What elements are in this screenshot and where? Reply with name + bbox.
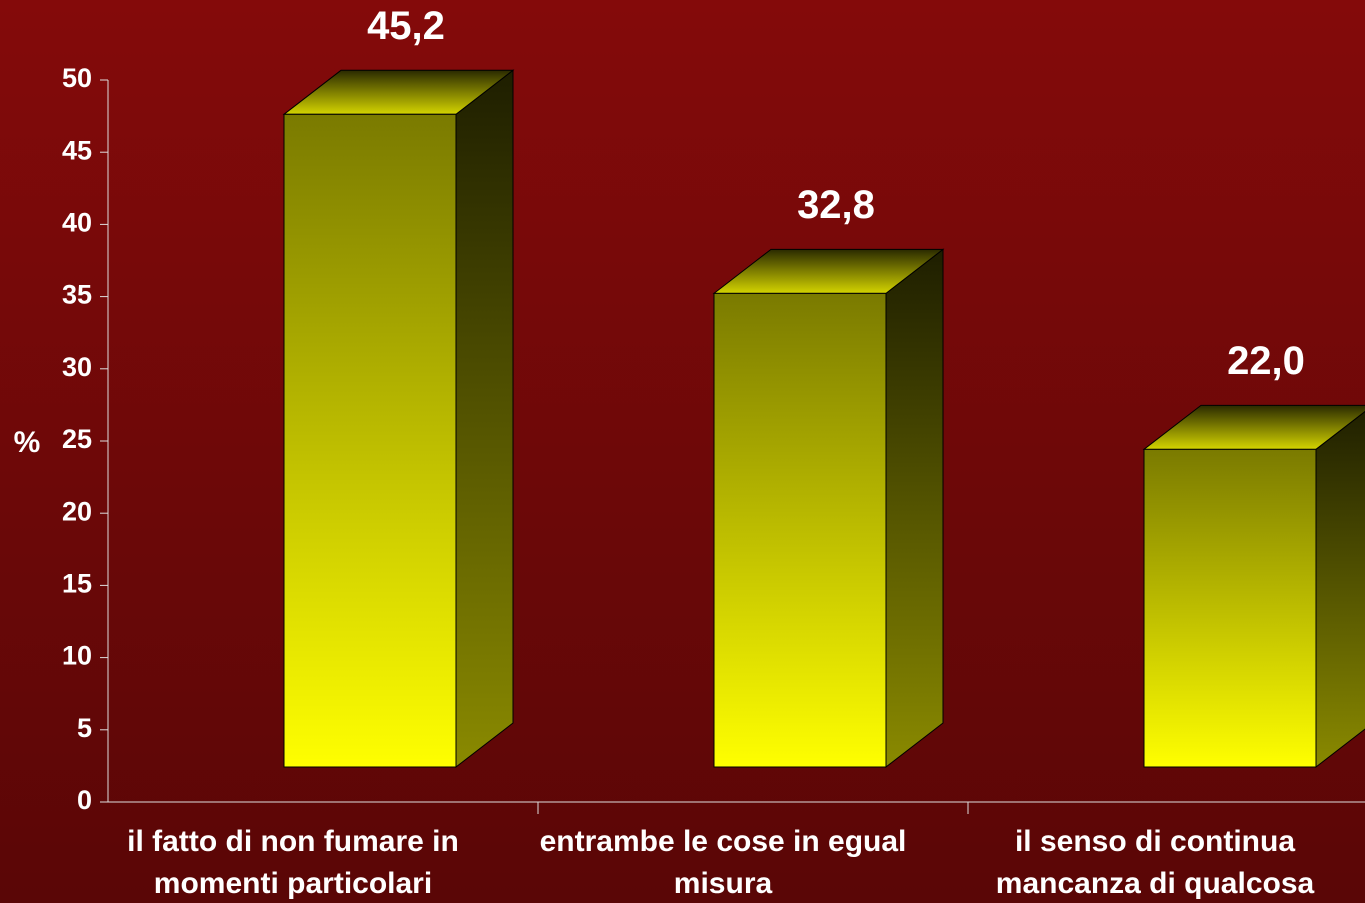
- y-tick-label: 40: [62, 208, 92, 238]
- bar-side: [1315, 410, 1365, 769]
- y-tick-label: 45: [62, 135, 92, 165]
- bar: [713, 292, 887, 768]
- bar-side: [885, 248, 944, 769]
- y-tick-label: 0: [77, 785, 92, 815]
- x-tick-label: il fatto di non fumare in momenti partic…: [127, 825, 459, 900]
- x-tick-label: il senso di continua mancanza di qualcos…: [995, 825, 1315, 900]
- y-tick-label: 20: [62, 496, 92, 526]
- bar: [1143, 448, 1317, 768]
- y-tick-label: 15: [62, 569, 92, 599]
- y-tick-label: 30: [62, 352, 92, 382]
- value-label: 32,8: [797, 183, 875, 227]
- y-tick-label: 25: [62, 424, 92, 454]
- bar-side: [455, 69, 514, 769]
- y-axis-label: %: [14, 426, 41, 459]
- y-tick-label: 10: [62, 641, 92, 671]
- y-tick-label: 50: [62, 63, 92, 93]
- x-tick-label: entrambe le cose in egual misura: [539, 825, 907, 900]
- bar: [283, 113, 457, 768]
- value-label: 22,0: [1227, 339, 1305, 383]
- y-tick-label: 5: [77, 713, 92, 743]
- y-tick-label: 35: [62, 280, 92, 310]
- value-label: 45,2: [367, 4, 445, 48]
